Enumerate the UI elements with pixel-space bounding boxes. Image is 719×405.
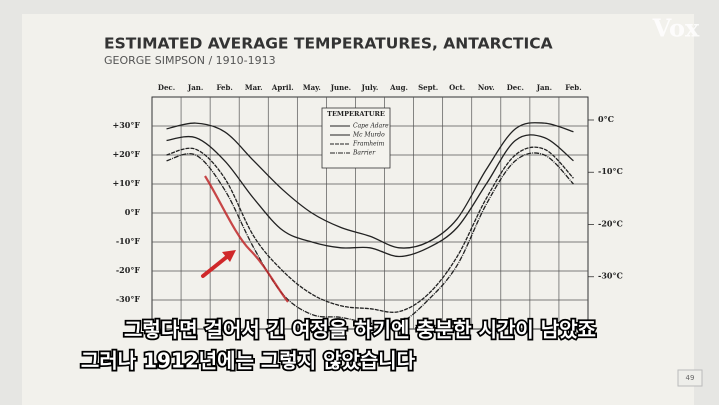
series-line xyxy=(166,146,574,313)
x-tick-label: Oct. xyxy=(449,83,465,92)
legend-title: TEMPERATURE xyxy=(327,110,385,118)
arrow-shaft xyxy=(201,254,230,278)
x-tick-label: Aug. xyxy=(389,83,408,92)
x-tick-label: Nov. xyxy=(478,83,495,92)
paper xyxy=(22,14,694,405)
x-tick-label: Dec. xyxy=(158,83,175,92)
y2-tick-label: 0°C xyxy=(598,114,614,124)
caption-line: 그러나 1912년에는 그렇지 않았습니다 xyxy=(81,349,416,373)
x-tick-label: June. xyxy=(330,83,351,92)
x-tick-label: Dec. xyxy=(507,83,524,92)
x-tick-label: Feb. xyxy=(565,83,581,92)
y-tick-label: -20°F xyxy=(116,265,140,275)
series-line xyxy=(166,122,574,249)
series-line xyxy=(166,134,574,258)
x-tick-label: July. xyxy=(361,83,379,92)
y-tick-label: +30°F xyxy=(112,120,140,130)
y-tick-label: -30°F xyxy=(116,294,140,304)
x-tick-label: May. xyxy=(303,83,321,92)
x-tick-label: Mar. xyxy=(245,83,263,92)
y2-tick-label: -10°C xyxy=(598,166,623,176)
chart-title: ESTIMATED AVERAGE TEMPERATURES, ANTARCTI… xyxy=(104,35,553,53)
logo: Vox xyxy=(652,14,700,43)
x-tick-label: Jan. xyxy=(187,83,203,92)
arrow-head xyxy=(222,250,236,262)
x-tick-label: Sept. xyxy=(418,83,438,92)
highlight-stroke xyxy=(204,175,289,303)
y-tick-label: +10°F xyxy=(112,178,140,188)
x-tick-label: April. xyxy=(271,83,294,92)
y-tick-label: -10°F xyxy=(116,236,140,246)
x-tick-label: Jan. xyxy=(536,83,552,92)
series-line xyxy=(166,152,574,326)
legend-label: Mc Murdo xyxy=(352,132,385,139)
page-number: 49 xyxy=(686,374,695,382)
caption-line: 그렇다면 걸어서 긴 여정을 하기엔 충분한 시간이 남았죠 xyxy=(124,318,596,342)
legend-label: Framheim xyxy=(352,141,385,148)
legend-box xyxy=(321,107,391,169)
y-tick-label: +20°F xyxy=(112,149,140,159)
y2-tick-label: -30°C xyxy=(598,271,623,281)
page-box xyxy=(677,369,703,387)
y-tick-label: 0°F xyxy=(125,207,141,217)
y2-tick-label: -20°C xyxy=(598,218,623,228)
chart-subtitle: GEORGE SIMPSON / 1910-1913 xyxy=(104,54,276,67)
legend-label: Cape Adare xyxy=(353,123,389,130)
legend-label: Barrier xyxy=(352,150,376,157)
x-tick-label: Feb. xyxy=(216,83,232,92)
